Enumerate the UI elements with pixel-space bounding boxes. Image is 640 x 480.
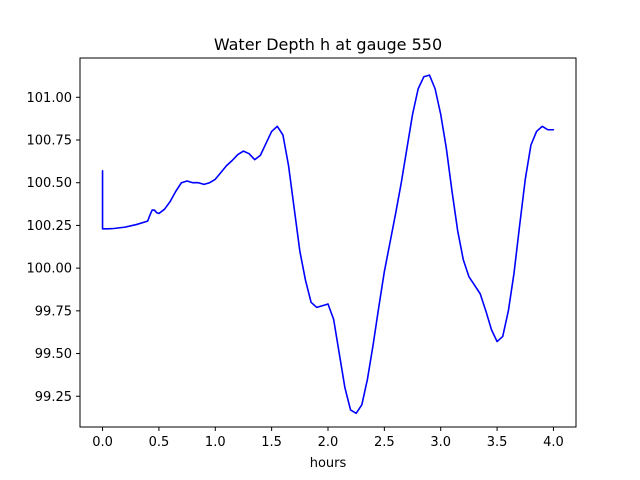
x-axis: 0.0 0.5 1.0 1.5 2.0 2.5 3.0 3.5 4.0 [92,427,564,450]
x-tick-label: 2.0 [318,435,339,450]
x-tick-label: 1.0 [205,435,226,450]
y-tick-label: 99.25 [35,390,72,405]
x-tick-label: 0.0 [92,435,113,450]
x-axis-label: hours [310,456,347,471]
x-tick-label: 3.5 [487,435,508,450]
x-tick-label: 4.0 [543,435,564,450]
y-tick-label: 100.25 [27,219,73,234]
y-tick-label: 99.50 [35,347,72,362]
y-tick-label: 100.50 [27,176,73,191]
axes-frame [79,57,577,428]
x-tick-label: 1.5 [261,435,282,450]
y-tick-label: 101.00 [27,91,73,106]
y-tick-label: 100.00 [27,262,73,277]
x-tick-label: 0.5 [149,435,170,450]
chart-title: Water Depth h at gauge 550 [214,35,442,54]
plot-area [101,74,555,415]
x-tick-label: 3.0 [430,435,451,450]
y-tick-label: 100.75 [27,134,73,149]
y-tick-label: 99.75 [35,304,72,319]
series-line-0 [101,74,555,415]
x-tick-label: 2.5 [374,435,395,450]
y-axis: 99.25 99.50 99.75 100.00 100.25 100.50 100.75 1… [27,91,80,405]
